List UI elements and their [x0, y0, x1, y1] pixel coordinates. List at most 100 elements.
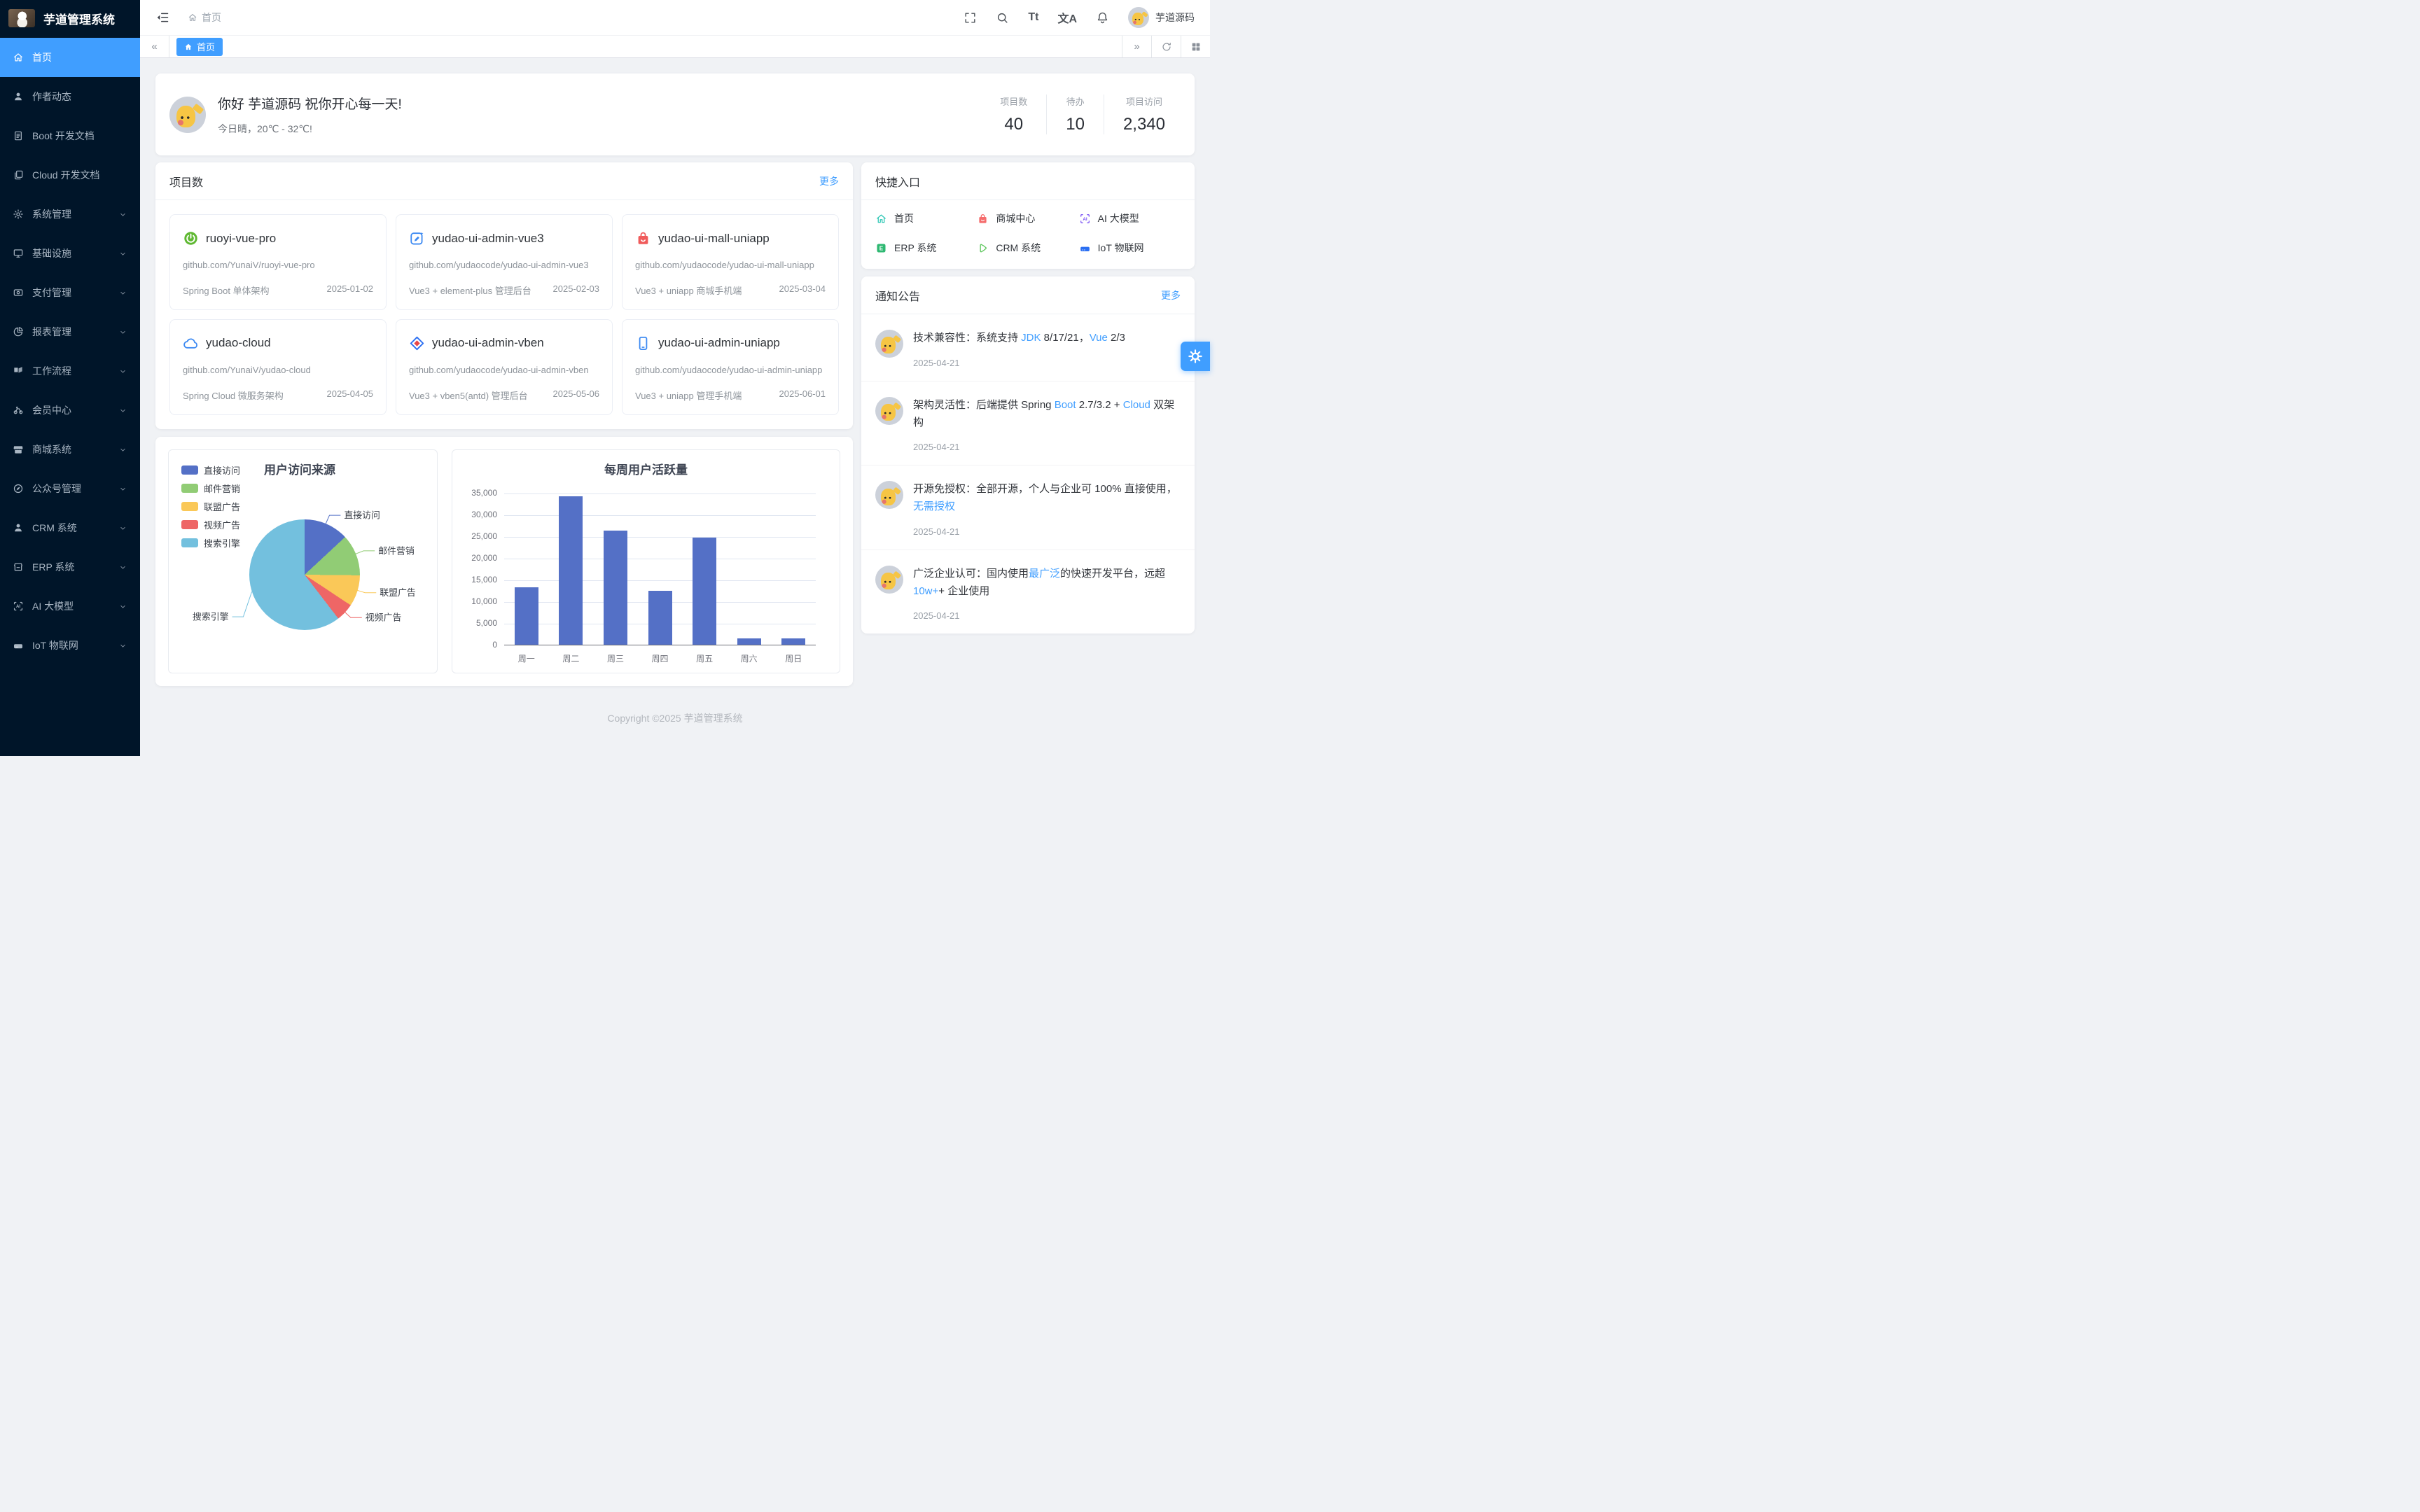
- quick-mall-icon: [977, 213, 989, 225]
- search-icon[interactable]: [996, 11, 1009, 24]
- quick-iot-icon: [1079, 242, 1091, 254]
- sidebar-item-10[interactable]: 商城系统: [0, 430, 140, 469]
- bar: [781, 638, 806, 645]
- y-axis-label: 10,000: [471, 596, 497, 606]
- quick-entry-3[interactable]: E ERP 系统: [875, 241, 977, 255]
- legend-item-1[interactable]: 邮件营销: [181, 479, 240, 498]
- notice-item-1[interactable]: 架构灵活性：后端提供 Spring Boot 2.7/3.2 + Cloud 双…: [861, 382, 1195, 466]
- bell-icon[interactable]: [1096, 11, 1109, 24]
- sidebar-item-15[interactable]: IoT 物联网: [0, 626, 140, 665]
- legend-item-0[interactable]: 直接访问: [181, 461, 240, 479]
- sidebar-item-0[interactable]: 首页: [0, 38, 140, 77]
- legend-item-3[interactable]: 视频广告: [181, 516, 240, 534]
- topbar-actions: Tt 文A 芋道源码: [964, 7, 1195, 28]
- y-axis-label: 15,000: [471, 574, 497, 584]
- project-date: 2025-06-01: [779, 388, 826, 399]
- project-url: github.com/yudaocode/yudao-ui-admin-vben: [409, 364, 589, 375]
- document-icon: [13, 130, 24, 141]
- sidebar-item-6[interactable]: 支付管理: [0, 273, 140, 312]
- legend-color-chip: [181, 538, 198, 548]
- logo[interactable]: 芋道管理系统: [0, 0, 140, 36]
- refresh-button[interactable]: [1151, 36, 1181, 57]
- breadcrumb[interactable]: 首页: [188, 10, 221, 24]
- fullscreen-icon[interactable]: [964, 11, 977, 24]
- legend-item-2[interactable]: 联盟广告: [181, 498, 240, 516]
- tabs-scroll-right-button[interactable]: »: [1122, 36, 1151, 57]
- notices-more-link[interactable]: 更多: [1161, 289, 1181, 301]
- project-card-2[interactable]: yudao-ui-mall-uniapp github.com/yudaocode…: [622, 214, 839, 310]
- notice-item-3[interactable]: 广泛企业认可：国内使用最广泛的快速开发平台，远超 10w++ 企业使用 2025-…: [861, 550, 1195, 634]
- sidebar-item-label: 报表管理: [32, 326, 71, 337]
- chevron-down-icon: [118, 328, 127, 337]
- sidebar: 芋道管理系统 首页 作者动态 Boot 开发文档 Cloud 开发文档系统管理基础设施…: [0, 0, 140, 756]
- quick-entry-4[interactable]: CRM 系统: [977, 241, 1078, 255]
- greeting-text: 你好 芋道源码 祝你开心每一天!: [218, 97, 402, 112]
- sidebar-item-3[interactable]: Cloud 开发文档: [0, 155, 140, 195]
- bar-chart-card: 每周用户活跃量 0 5,000 10,000 15,000 20,000 25,000 30…: [452, 449, 840, 673]
- sidebar-item-1[interactable]: 作者动态: [0, 77, 140, 116]
- y-axis-label: 5,000: [475, 617, 497, 628]
- notice-title: 开源免授权：全部开源，个人与企业可 100% 直接使用，无需授权: [913, 483, 1177, 512]
- projects-title: 项目数: [169, 176, 204, 189]
- user-menu[interactable]: 芋道源码: [1128, 7, 1195, 28]
- layout-grid-button[interactable]: [1181, 36, 1210, 57]
- sidebar-item-label: Boot 开发文档: [32, 130, 95, 141]
- project-card-5[interactable]: yudao-ui-admin-uniapp github.com/yudaocod…: [622, 318, 839, 415]
- legend-color-chip: [181, 465, 198, 475]
- user-icon: [13, 91, 24, 102]
- home-icon: [188, 13, 197, 22]
- sidebar-item-label: 系统管理: [32, 209, 71, 220]
- project-card-1[interactable]: yudao-ui-admin-vue3 github.com/yudaocode/…: [396, 214, 613, 310]
- collapse-sidebar-icon[interactable]: [155, 10, 169, 24]
- project-card-0[interactable]: ruoyi-vue-pro github.com/YunaiV/ruoyi-vue…: [169, 214, 387, 310]
- sidebar-item-label: AI 大模型: [32, 601, 74, 612]
- bar: [603, 531, 627, 645]
- legend-item-4[interactable]: 搜索引擎: [181, 534, 240, 552]
- gear-icon: [13, 209, 24, 220]
- bar-slot: [638, 493, 683, 645]
- gridline: [504, 493, 816, 494]
- project-card-3[interactable]: yudao-cloud github.com/YunaiV/yudao-cloud…: [169, 318, 387, 415]
- tabs-scroll-left-button[interactable]: «: [140, 36, 169, 57]
- bar: [737, 638, 761, 645]
- sidebar-item-8[interactable]: 工作流程: [0, 351, 140, 391]
- gridline: [504, 514, 816, 516]
- sidebar-item-12[interactable]: CRM 系统: [0, 508, 140, 547]
- bar-slot: [771, 493, 816, 645]
- language-icon[interactable]: 文A: [1057, 13, 1077, 25]
- sidebar-item-7[interactable]: 报表管理: [0, 312, 140, 351]
- sidebar-item-9[interactable]: 会员中心: [0, 391, 140, 430]
- project-card-4[interactable]: yudao-ui-admin-vben github.com/yudaocode/…: [396, 318, 613, 415]
- pie-chart-icon: [13, 326, 24, 337]
- sidebar-item-5[interactable]: 基础设施: [0, 234, 140, 273]
- chevron-down-icon: [118, 367, 127, 376]
- quick-entry-2[interactable]: AI AI 大模型: [1079, 211, 1181, 225]
- projects-grid: ruoyi-vue-pro github.com/YunaiV/ruoyi-vue…: [155, 200, 853, 429]
- notice-item-0[interactable]: 技术兼容性：系统支持 JDK 8/17/21，Vue 2/3 2025-04-21: [861, 314, 1195, 382]
- avatar: [169, 96, 206, 133]
- notice-item-2[interactable]: 开源免授权：全部开源，个人与企业可 100% 直接使用，无需授权 2025-04-…: [861, 465, 1195, 550]
- sidebar-item-14[interactable]: AI AI 大模型: [0, 587, 140, 626]
- notices-title: 通知公告: [875, 290, 921, 303]
- double-chevron-right-icon: »: [1134, 41, 1140, 52]
- pie-legend: 直接访问 邮件营销 联盟广告 视频广告 搜索引擎: [181, 461, 240, 552]
- sidebar-item-2[interactable]: Boot 开发文档: [0, 116, 140, 155]
- quick-entry-1[interactable]: 商城中心: [977, 211, 1078, 225]
- sidebar-item-label: IoT 物联网: [32, 640, 78, 651]
- charts-card: 用户访问来源 直接访问 邮件营销 联盟广告 视频广告 搜索引擎 直接访问 邮件营销 联盟广告…: [155, 436, 853, 686]
- projects-more-link[interactable]: 更多: [819, 175, 839, 187]
- tab-home[interactable]: 首页: [176, 37, 223, 56]
- quick-entry-label: IoT 物联网: [1097, 242, 1144, 253]
- sidebar-item-11[interactable]: 公众号管理: [0, 469, 140, 508]
- quick-entry-5[interactable]: IoT 物联网: [1079, 241, 1181, 255]
- font-size-icon[interactable]: Tt: [1028, 11, 1039, 23]
- settings-fab-button[interactable]: [1181, 342, 1210, 371]
- sidebar-item-13[interactable]: ERP 系统: [0, 547, 140, 587]
- quick-entry-0[interactable]: 首页: [875, 211, 977, 225]
- weather-text: 今日晴，20℃ - 32℃!: [218, 122, 312, 134]
- svg-text:联盟广告: 联盟广告: [380, 587, 416, 598]
- sidebar-item-4[interactable]: 系统管理: [0, 195, 140, 234]
- project-desc: Spring Boot 单体架构: [183, 285, 270, 296]
- vue-admin-icon: [409, 230, 425, 246]
- spring-icon: [183, 230, 199, 246]
